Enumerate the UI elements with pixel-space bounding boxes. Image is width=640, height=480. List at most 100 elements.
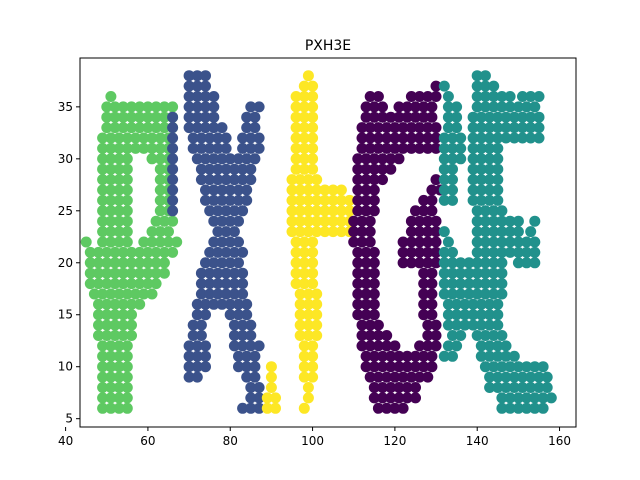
- data-point: [352, 309, 364, 321]
- data-point: [479, 278, 491, 290]
- data-point: [426, 309, 438, 321]
- data-point: [121, 184, 133, 196]
- data-point: [517, 382, 528, 393]
- data-point: [208, 184, 220, 196]
- data-point: [426, 111, 438, 123]
- data-point: [105, 288, 117, 300]
- data-point: [302, 309, 314, 321]
- data-point: [121, 382, 133, 393]
- data-point: [467, 319, 479, 331]
- data-point: [286, 174, 298, 186]
- data-point: [327, 226, 339, 238]
- data-point: [237, 340, 249, 352]
- data-point: [311, 205, 323, 217]
- data-point: [191, 340, 203, 352]
- data-point: [163, 226, 174, 238]
- data-point: [88, 288, 100, 300]
- data-point: [126, 246, 137, 258]
- data-point: [113, 215, 125, 227]
- data-point: [455, 330, 467, 341]
- data-point: [467, 122, 479, 134]
- data-point: [405, 226, 417, 238]
- data-point: [93, 267, 104, 279]
- data-point: [344, 194, 356, 206]
- points-layer: [80, 70, 557, 414]
- data-point: [208, 101, 220, 113]
- data-point: [488, 246, 500, 258]
- data-point: [220, 205, 232, 217]
- data-point: [134, 122, 146, 134]
- data-point: [418, 205, 430, 217]
- data-point: [529, 361, 541, 373]
- data-point: [484, 163, 496, 175]
- data-point: [393, 361, 405, 373]
- data-point: [352, 267, 364, 279]
- data-point: [105, 205, 117, 217]
- data-point: [261, 392, 273, 404]
- data-point: [220, 142, 232, 154]
- data-point: [389, 371, 401, 383]
- data-point: [484, 174, 496, 186]
- data-point: [109, 267, 121, 279]
- data-point: [372, 132, 384, 144]
- data-point: [389, 132, 401, 144]
- data-point: [204, 288, 216, 300]
- data-point: [500, 122, 512, 134]
- data-point: [492, 309, 504, 321]
- data-point: [200, 350, 211, 362]
- data-point: [150, 246, 162, 258]
- data-point: [533, 371, 545, 383]
- data-point: [298, 122, 310, 134]
- data-point: [405, 215, 417, 227]
- data-point: [212, 226, 224, 238]
- data-point: [389, 402, 401, 414]
- data-point: [352, 298, 364, 310]
- data-point: [447, 288, 458, 300]
- data-point: [150, 122, 162, 134]
- data-point: [228, 288, 240, 300]
- data-point: [191, 70, 203, 82]
- data-point: [496, 257, 508, 269]
- y-tick-label: 5: [65, 412, 73, 426]
- data-point: [319, 205, 331, 217]
- data-point: [109, 101, 121, 113]
- data-point: [237, 319, 249, 331]
- data-point: [208, 122, 220, 134]
- data-point: [109, 246, 121, 258]
- data-point: [447, 142, 458, 154]
- data-point: [212, 174, 224, 186]
- data-point: [414, 340, 426, 352]
- data-point: [109, 257, 121, 269]
- data-point: [298, 246, 310, 258]
- data-point: [537, 402, 549, 414]
- data-point: [146, 226, 158, 238]
- data-point: [504, 402, 516, 414]
- data-point: [233, 194, 244, 206]
- data-point: [475, 184, 487, 196]
- data-point: [113, 163, 125, 175]
- data-point: [97, 402, 109, 414]
- data-point: [237, 267, 249, 279]
- data-point: [167, 101, 179, 113]
- data-point: [307, 267, 319, 279]
- data-point: [97, 226, 109, 238]
- data-point: [195, 132, 207, 144]
- x-tick-label: 40: [58, 434, 73, 448]
- data-point: [237, 278, 249, 290]
- data-point: [356, 215, 368, 227]
- data-point: [422, 330, 434, 341]
- data-point: [368, 184, 380, 196]
- data-point: [138, 236, 150, 248]
- data-point: [397, 371, 409, 383]
- data-point: [479, 91, 491, 102]
- data-point: [233, 298, 244, 310]
- data-point: [463, 257, 475, 269]
- data-point: [451, 309, 463, 321]
- data-point: [158, 267, 170, 279]
- data-point: [496, 101, 508, 113]
- data-point: [208, 298, 220, 310]
- data-point: [311, 309, 323, 321]
- data-point: [167, 111, 179, 123]
- data-point: [105, 132, 117, 144]
